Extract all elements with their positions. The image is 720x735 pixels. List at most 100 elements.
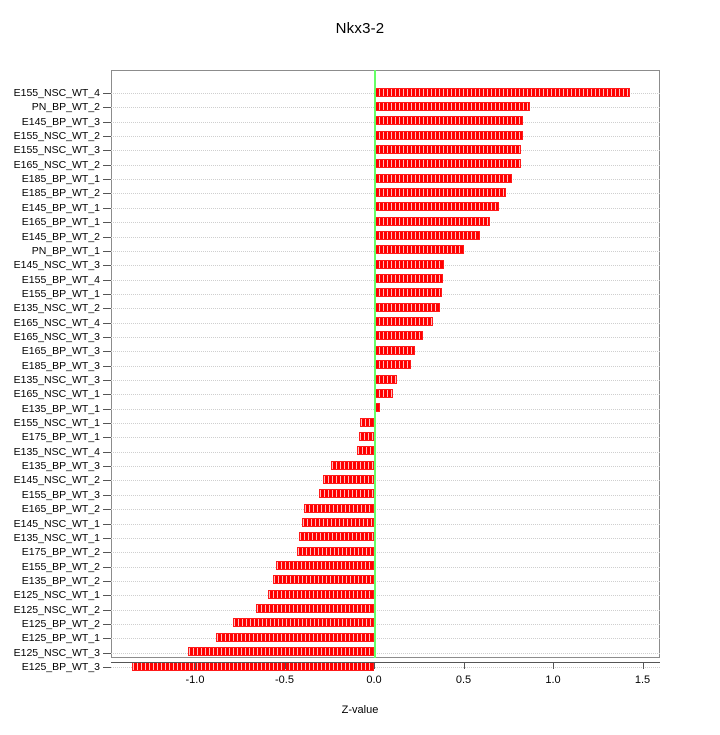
bar — [374, 144, 521, 154]
y-axis-tick-label: E155_NSC_WT_2 — [13, 130, 100, 143]
y-axis-tick-label: E125_NSC_WT_3 — [13, 646, 100, 659]
bar — [268, 589, 374, 599]
gridline — [111, 437, 660, 439]
y-axis-tick-label: E165_NSC_WT_4 — [13, 316, 100, 329]
y-axis-labels: E155_NSC_WT_4 PN_BP_WT_2 E145_BP_WT_3 E155_… — [0, 0, 100, 735]
bar-hatch — [133, 662, 373, 670]
y-axis-tick-label: E185_BP_WT_2 — [21, 187, 100, 200]
bar — [374, 216, 491, 226]
bar-hatch — [375, 375, 397, 383]
y-axis-tick-label: E165_NSC_WT_3 — [13, 330, 100, 343]
y-axis-tick — [103, 523, 111, 525]
bar — [374, 331, 424, 341]
y-axis-tick-label: E165_BP_WT_2 — [21, 503, 100, 516]
y-axis-tick — [103, 136, 111, 138]
bar — [374, 173, 512, 183]
bar-hatch — [375, 160, 520, 168]
bar — [374, 245, 464, 255]
y-axis-tick-label: E175_BP_WT_1 — [21, 431, 100, 444]
bar — [255, 604, 374, 614]
y-axis-tick — [103, 265, 111, 267]
bar — [302, 518, 374, 527]
y-axis-tick-label: E155_BP_WT_2 — [21, 560, 100, 573]
y-axis-tick — [103, 308, 111, 310]
gridline — [111, 552, 660, 554]
y-axis-tick-label: E145_NSC_WT_2 — [13, 474, 100, 487]
gridline — [111, 638, 660, 640]
bar — [275, 561, 374, 571]
bar-hatch — [303, 519, 373, 526]
bar-hatch — [298, 547, 373, 555]
bar — [331, 460, 374, 470]
y-axis-tick-label: PN_BP_WT_2 — [31, 101, 100, 114]
y-axis-tick — [103, 509, 111, 511]
y-axis-tick-label: E155_NSC_WT_4 — [13, 87, 100, 99]
y-axis-tick — [103, 566, 111, 568]
y-axis-tick — [103, 380, 111, 381]
bar — [374, 202, 500, 212]
y-axis-tick-label: E185_BP_WT_3 — [21, 359, 100, 372]
bar-hatch — [375, 145, 520, 153]
bar-hatch — [375, 203, 499, 211]
bar — [297, 546, 374, 556]
x-axis-tick-label: 0.5 — [455, 674, 472, 686]
bar-hatch — [323, 475, 373, 483]
bar-hatch — [269, 590, 373, 598]
bar-hatch — [375, 303, 440, 311]
y-axis-tick — [103, 365, 111, 367]
y-axis-tick — [103, 322, 111, 324]
y-axis-tick-label: E145_NSC_WT_1 — [13, 517, 100, 530]
bar — [304, 503, 374, 513]
y-axis-tick — [103, 652, 111, 654]
gridline — [111, 494, 660, 496]
bar — [374, 116, 523, 126]
bar-hatch — [360, 418, 373, 426]
y-axis-tick-label: E135_NSC_WT_2 — [13, 302, 100, 315]
y-axis-tick — [103, 93, 111, 94]
y-axis-tick — [103, 667, 111, 668]
bar-hatch — [375, 217, 490, 225]
y-axis-tick — [103, 193, 111, 195]
bar — [374, 159, 521, 169]
y-axis-tick-label: E155_BP_WT_3 — [21, 488, 100, 501]
x-axis-tick — [642, 662, 644, 669]
y-axis-tick — [103, 293, 111, 295]
y-axis-tick-label: E135_BP_WT_3 — [21, 460, 100, 473]
y-axis-tick — [103, 451, 111, 453]
x-axis-tick — [284, 662, 286, 669]
bar-hatch — [375, 318, 433, 326]
y-axis-tick-label: E145_BP_WT_1 — [21, 201, 100, 214]
y-axis-tick — [103, 121, 111, 123]
gridline — [111, 652, 660, 654]
x-axis-tick-label: 1.0 — [545, 674, 561, 686]
y-axis-tick — [103, 279, 111, 281]
bar-hatch — [375, 275, 442, 283]
bar-hatch — [375, 361, 410, 369]
gridline — [111, 466, 660, 468]
bar-hatch — [188, 648, 373, 656]
x-axis-tick — [374, 662, 375, 669]
page-title: Nkx3-2 — [335, 20, 385, 37]
y-axis-tick — [103, 351, 111, 353]
x-axis-title: Z-value — [341, 704, 379, 716]
gridline — [111, 480, 660, 482]
y-axis-tick — [103, 250, 111, 252]
y-axis-tick-label: E185_BP_WT_1 — [21, 173, 100, 186]
y-axis-tick-label: E125_BP_WT_2 — [21, 617, 100, 630]
bar — [322, 474, 374, 484]
zero-reference-line — [374, 70, 376, 658]
y-axis-tick-label: PN_BP_WT_1 — [31, 244, 100, 257]
y-axis-tick-label: E125_BP_WT_3 — [21, 661, 100, 673]
bar — [298, 532, 374, 542]
y-axis-tick-label: E145_BP_WT_3 — [21, 115, 100, 128]
bar-hatch — [305, 504, 373, 512]
y-axis-tick-label: E125_NSC_WT_2 — [13, 603, 100, 616]
x-axis-tick-label: 1.5 — [634, 674, 651, 686]
y-axis-tick — [103, 638, 111, 640]
y-axis-tick-label: E135_NSC_WT_3 — [13, 374, 100, 386]
bar-hatch — [359, 432, 373, 440]
y-axis-tick — [103, 552, 111, 554]
gridline — [111, 451, 660, 453]
bar-hatch — [375, 131, 522, 139]
